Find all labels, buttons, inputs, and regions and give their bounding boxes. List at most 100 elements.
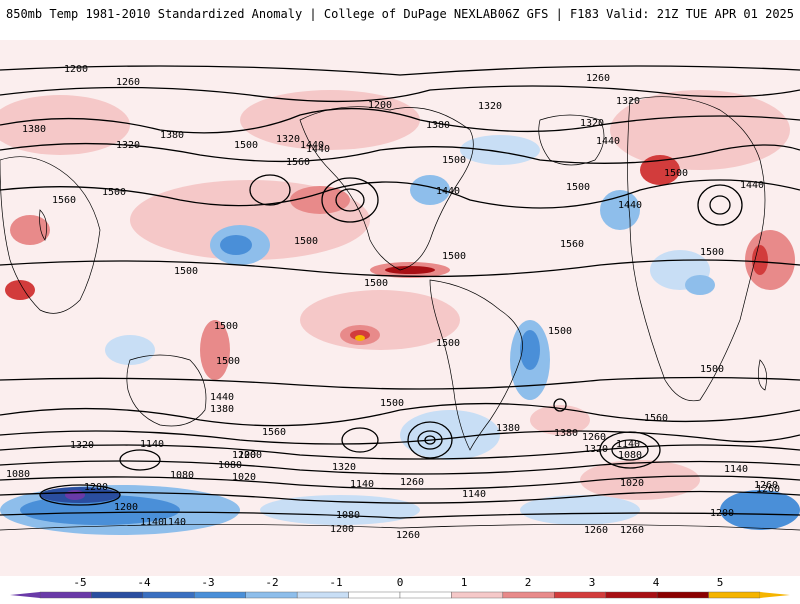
contour-label: 1500	[436, 338, 460, 349]
contour-label: 1560	[52, 195, 76, 206]
contour-label: 1320	[616, 96, 640, 107]
colorbar-max-arrow	[760, 592, 790, 598]
contour-label: 1500	[216, 356, 240, 367]
colorbar-segment	[245, 591, 298, 599]
contour-label: 1260	[400, 477, 424, 488]
contour-label: 1500	[700, 247, 724, 258]
contour-label: 1440	[210, 392, 234, 403]
contour-label: 1500	[234, 140, 258, 151]
contour-label: 1320	[70, 440, 94, 451]
contour-label: 1200	[232, 450, 256, 461]
contour-label: 1140	[162, 517, 186, 528]
colorbar-segment	[502, 591, 555, 599]
anomaly-map: 1200 1260 1380 1320 1500 1440 1560 1320 …	[0, 40, 800, 578]
contour-label: 1500	[548, 326, 572, 337]
colorbar-segment	[451, 591, 504, 599]
colorbar-tick-label: 4	[653, 576, 660, 589]
contour-label: 1140	[140, 517, 164, 528]
contour-label: 1200	[84, 482, 108, 493]
contour-label: 1560	[644, 413, 668, 424]
colorbar-segment	[39, 591, 92, 599]
colorbar-tick-label: -3	[201, 576, 214, 589]
contour-label: 1500	[700, 364, 724, 375]
contour-label: 1260	[396, 530, 420, 541]
contour-label: 1440	[436, 186, 460, 197]
contour-label: 1200	[114, 502, 138, 513]
colorbar-segment	[656, 591, 709, 599]
colorbar-segment	[605, 591, 658, 599]
contour-label: 1440	[306, 144, 330, 155]
colorbar-tick-label: -1	[329, 576, 342, 589]
colorbar-tick-label: -2	[265, 576, 278, 589]
contour-label: 1200	[710, 508, 734, 519]
contour-label: 1020	[620, 478, 644, 489]
contour-label: 1500	[364, 278, 388, 289]
contour-label: 1320	[580, 118, 604, 129]
colorbar-segment	[554, 591, 606, 599]
contour-label: 1560	[262, 427, 286, 438]
colorbar-min-arrow	[10, 592, 40, 598]
colorbar-segment	[91, 591, 144, 599]
colorbar-segment	[399, 591, 452, 599]
colorbar-tick-label: 2	[525, 576, 532, 589]
cold-anomaly-shading	[0, 135, 800, 535]
contour-label: 1320	[584, 444, 608, 455]
contour-label: 1500	[214, 321, 238, 332]
contour-label: 1200	[238, 450, 262, 461]
contour-label: 1500	[174, 266, 198, 277]
colorbar-canvas: -5 -4 -3 -2 -1 0 1 2 3 4 5	[10, 576, 790, 599]
contour-label: 1500	[294, 236, 318, 247]
contour-label: 1260	[582, 432, 606, 443]
colorbar-tick-label: 5	[717, 576, 724, 589]
contour-label: 1140	[350, 479, 374, 490]
contour-label: 1260	[620, 525, 644, 536]
contour-label: 1560	[286, 157, 310, 168]
anomaly-colorbar: -5 -4 -3 -2 -1 0 1 2 3 4 5	[0, 576, 800, 600]
contour-label: 1380	[160, 130, 184, 141]
height-contours	[0, 65, 800, 519]
contour-label: 1260	[586, 73, 610, 84]
colorbar-segment	[194, 591, 246, 599]
contour-label: 1320	[478, 101, 502, 112]
contour-label: 1500	[380, 398, 404, 409]
colorbar-tick-label: -5	[73, 576, 86, 589]
contour-label: 1200	[64, 64, 88, 75]
contour-label: 1260	[756, 484, 780, 495]
colorbar-tick-label: 1	[461, 576, 468, 589]
contour-label: 1380	[210, 404, 234, 415]
contour-label: 1380	[496, 423, 520, 434]
contour-label: 1320	[276, 134, 300, 145]
contour-label: 1140	[140, 439, 164, 450]
contour-label: 1440	[740, 180, 764, 191]
contour-label: 1200	[368, 100, 392, 111]
contour-label: 1320	[332, 462, 356, 473]
contour-label: 1320	[116, 140, 140, 151]
contour-label: 1500	[664, 168, 688, 179]
contour-label: 1080	[218, 460, 242, 471]
contour-label: 1080	[6, 469, 30, 480]
contour-label: 1260	[584, 525, 608, 536]
contour-label: 1500	[442, 155, 466, 166]
contour-label: 1560	[560, 239, 584, 250]
colorbar-segment	[348, 591, 401, 599]
contour-label: 1140	[724, 464, 748, 475]
colorbar-tick-label: -4	[137, 576, 151, 589]
product-title: 850mb Temp 1981-2010 Standardized Anomal…	[6, 7, 498, 21]
colorbar-segment	[708, 591, 761, 599]
contour-label: 1260	[754, 480, 778, 491]
map-canvas: 1200 1260 1380 1320 1500 1440 1560 1320 …	[0, 40, 800, 578]
contour-label: 1380	[22, 124, 46, 135]
colorbar-tick-label: 0	[397, 576, 404, 589]
contour-label: 1440	[300, 140, 324, 151]
model-run-title: 06Z GFS | F183 Valid: 21Z TUE APR 01 202…	[497, 7, 794, 21]
contour-label: 1080	[170, 470, 194, 481]
colorbar-segment	[296, 591, 349, 599]
contour-label: 1020	[232, 472, 256, 483]
contour-label: 1440	[596, 136, 620, 147]
colorbar-segment	[142, 591, 195, 599]
contour-label: 1080	[336, 510, 360, 521]
colorbar-tick-label: 3	[589, 576, 596, 589]
contour-label: 1500	[442, 251, 466, 262]
contour-label: 1500	[102, 187, 126, 198]
contour-label: 1140	[616, 439, 640, 450]
